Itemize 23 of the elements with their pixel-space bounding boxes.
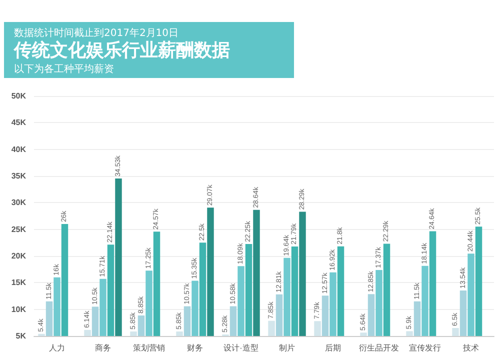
y-tick-label: 5K — [16, 332, 26, 340]
x-tick-label: 后期 — [325, 344, 341, 352]
y-tick-label: 50K — [11, 92, 26, 100]
y-tick-label: 45K — [11, 118, 26, 128]
y-tick-label: 15K — [11, 278, 26, 288]
text: 数据统计时间截止到2017年2月10日 — [14, 26, 180, 40]
x-tick-label: 设计·造型 — [224, 344, 258, 352]
x-tick-label: 商务 — [95, 344, 111, 352]
x-tick-label: 人力 — [49, 344, 65, 352]
y-tick-label: 25K — [11, 224, 26, 234]
x-tick-label: 衍生品开发 — [359, 344, 399, 352]
x-tick-label: 宣传发行 — [409, 344, 441, 352]
y-tick-label: 40K — [11, 144, 26, 154]
y-tick-label: 30K — [11, 198, 26, 208]
x-tick-label: 技术 — [462, 344, 479, 352]
x-tick-label: 策划营销 — [133, 344, 165, 352]
chart-subtitle: 以下为各工种平均薪资 — [14, 62, 115, 76]
x-tick-label: 财务 — [187, 344, 203, 352]
chart-title: 传统文化娱乐行业薪酬数据 — [14, 40, 231, 62]
y-tick-label: 35K — [11, 172, 26, 180]
y-tick-label: 20K — [11, 252, 26, 260]
y-tick-label: 10K — [11, 304, 26, 314]
x-tick-label: 制片 — [279, 344, 295, 352]
